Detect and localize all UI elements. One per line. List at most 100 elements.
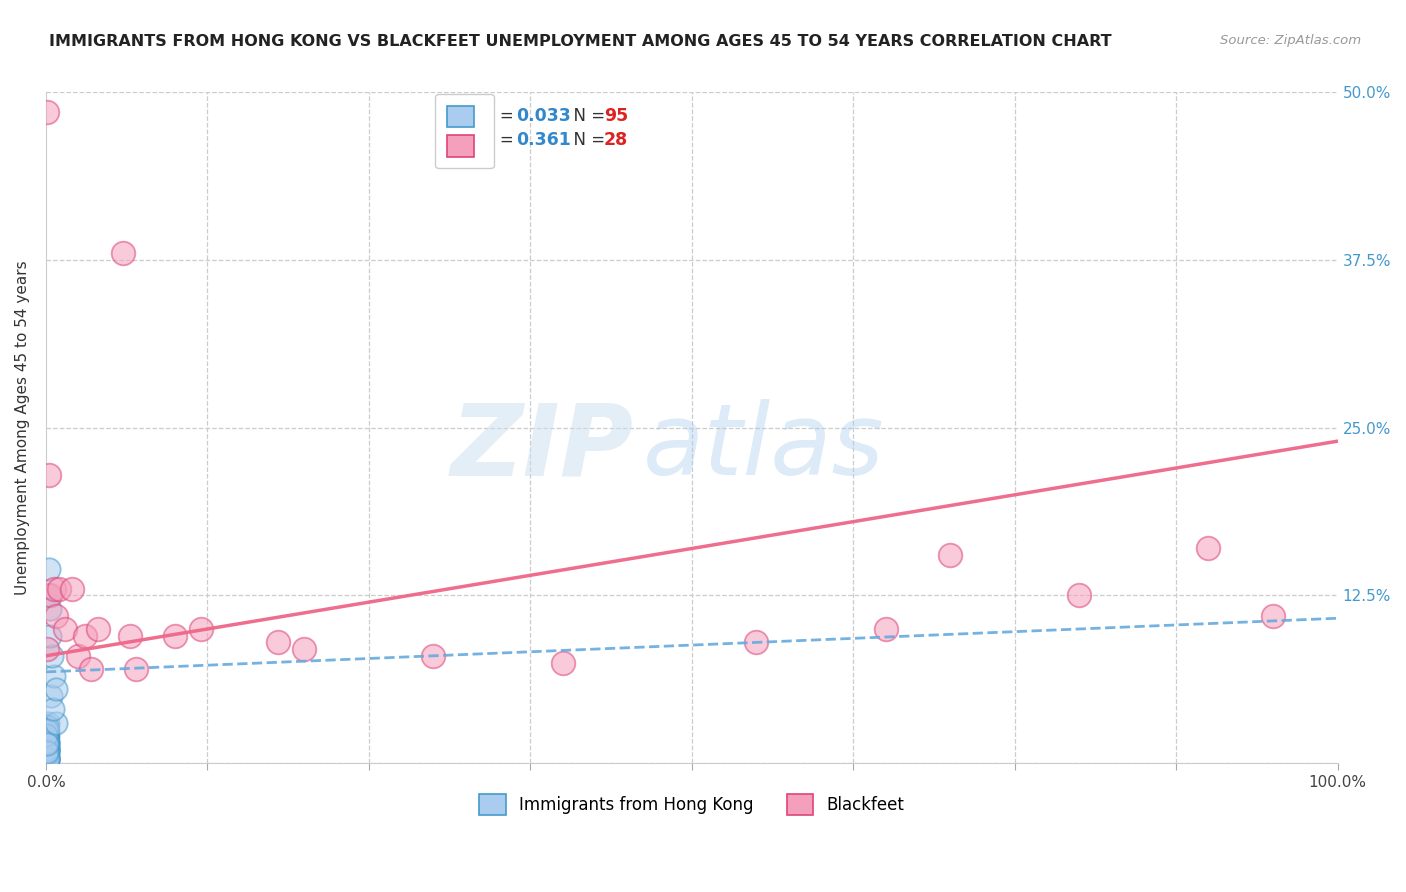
Point — [39, 629, 62, 643]
Text: R =: R = — [482, 131, 519, 149]
Point — [37, 729, 59, 743]
Point — [41, 648, 63, 663]
Point — [35, 749, 58, 764]
Point — [35, 733, 58, 747]
Point — [37, 751, 59, 765]
Point — [38, 467, 60, 482]
Point — [37, 742, 59, 756]
Point — [86, 622, 108, 636]
Point — [39, 689, 62, 703]
Point — [125, 662, 148, 676]
Point — [35, 105, 58, 120]
Point — [37, 747, 59, 761]
Text: ZIP: ZIP — [451, 400, 634, 496]
Point — [35, 731, 58, 746]
Point — [35, 742, 58, 756]
Point — [35, 749, 58, 764]
Point — [35, 718, 58, 732]
Point — [35, 744, 58, 758]
Point — [37, 718, 59, 732]
Point — [35, 748, 58, 763]
Point — [35, 742, 58, 756]
Text: Source: ZipAtlas.com: Source: ZipAtlas.com — [1220, 34, 1361, 47]
Point — [35, 721, 58, 735]
Point — [35, 737, 58, 751]
Point — [42, 702, 65, 716]
Point — [35, 739, 58, 754]
Point — [35, 748, 58, 763]
Point — [422, 648, 444, 663]
Point — [35, 739, 58, 754]
Point — [35, 728, 58, 742]
Point — [37, 752, 59, 766]
Point — [1069, 589, 1091, 603]
Point — [35, 737, 58, 751]
Point — [551, 656, 574, 670]
Point — [37, 752, 59, 766]
Point — [165, 629, 187, 643]
Point — [35, 723, 58, 737]
Point — [35, 736, 58, 750]
Point — [37, 747, 59, 761]
Point — [292, 642, 315, 657]
Point — [35, 728, 58, 742]
Point — [35, 748, 58, 763]
Text: 0.361: 0.361 — [516, 131, 571, 149]
Point — [45, 715, 67, 730]
Point — [35, 731, 58, 745]
Point — [35, 749, 58, 764]
Point — [939, 548, 962, 562]
Point — [37, 728, 59, 742]
Point — [39, 589, 62, 603]
Point — [37, 734, 59, 748]
Point — [37, 752, 59, 766]
Point — [45, 608, 67, 623]
Point — [35, 723, 58, 737]
Point — [37, 744, 59, 758]
Point — [37, 726, 59, 740]
Point — [37, 725, 59, 739]
Point — [745, 635, 768, 649]
Point — [37, 744, 59, 758]
Point — [35, 731, 58, 745]
Point — [42, 669, 65, 683]
Point — [38, 589, 60, 603]
Point — [35, 734, 58, 748]
Point — [37, 747, 59, 761]
Point — [37, 733, 59, 747]
Point — [35, 720, 58, 734]
Point — [35, 729, 58, 743]
Point — [35, 739, 58, 753]
Point — [73, 629, 96, 643]
Point — [37, 723, 59, 738]
Point — [112, 246, 135, 260]
Point — [35, 721, 58, 735]
Point — [60, 582, 83, 596]
Text: R =: R = — [482, 107, 519, 125]
Point — [35, 745, 58, 759]
Point — [37, 745, 59, 759]
Point — [35, 731, 58, 746]
Text: N =: N = — [562, 131, 610, 149]
Point — [35, 745, 58, 759]
Text: 95: 95 — [605, 107, 628, 125]
Text: IMMIGRANTS FROM HONG KONG VS BLACKFEET UNEMPLOYMENT AMONG AGES 45 TO 54 YEARS CO: IMMIGRANTS FROM HONG KONG VS BLACKFEET U… — [49, 34, 1112, 49]
Point — [1198, 541, 1220, 556]
Point — [35, 731, 58, 746]
Point — [37, 729, 59, 743]
Point — [35, 726, 58, 740]
Point — [37, 752, 59, 766]
Point — [37, 754, 59, 768]
Point — [37, 736, 59, 750]
Point — [67, 648, 90, 663]
Point — [37, 741, 59, 756]
Point — [37, 751, 59, 765]
Point — [38, 561, 60, 575]
Point — [45, 682, 67, 697]
Point — [35, 742, 58, 756]
Text: 28: 28 — [605, 131, 628, 149]
Legend: Immigrants from Hong Kong, Blackfeet: Immigrants from Hong Kong, Blackfeet — [472, 787, 911, 822]
Point — [80, 662, 103, 676]
Point — [35, 718, 58, 732]
Point — [37, 754, 59, 768]
